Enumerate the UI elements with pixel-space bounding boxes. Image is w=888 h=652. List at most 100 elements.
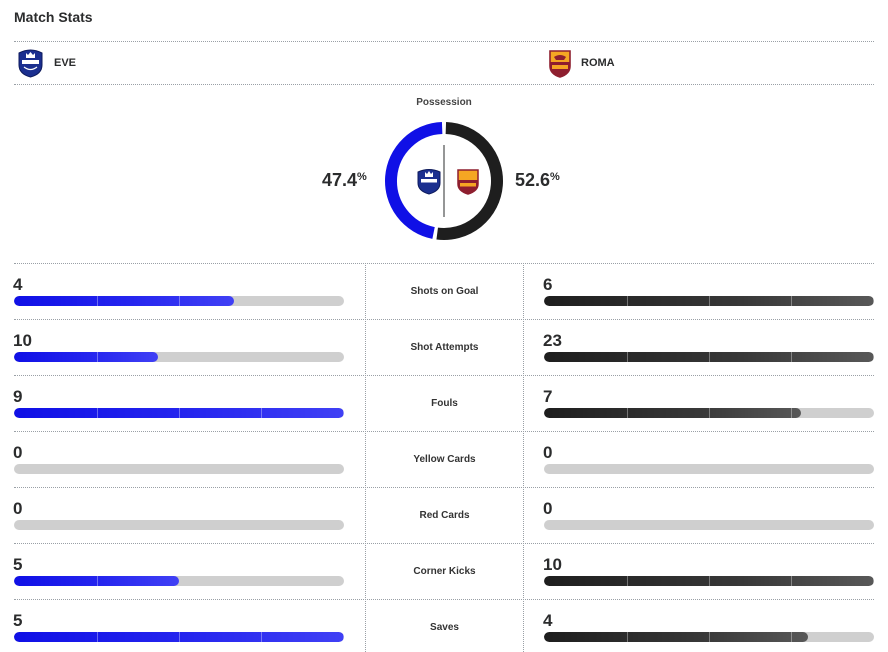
home-stat-bar bbox=[14, 352, 344, 362]
home-possession-value: 47.4% bbox=[322, 170, 367, 190]
away-stat-bar-fill bbox=[544, 632, 808, 642]
bar-segment bbox=[709, 408, 710, 418]
home-team-header[interactable]: EVE bbox=[16, 48, 76, 78]
home-stat-bar bbox=[14, 464, 344, 474]
divider bbox=[14, 84, 874, 85]
home-stat-value: 5 bbox=[13, 611, 23, 630]
home-stat-value: 0 bbox=[13, 443, 23, 462]
divider bbox=[14, 487, 874, 488]
bar-segment bbox=[179, 296, 180, 306]
away-stat-value: 4 bbox=[543, 611, 553, 630]
possession-donut-chart bbox=[385, 122, 503, 240]
away-stat-bar-fill bbox=[544, 408, 801, 418]
bar-segment bbox=[261, 408, 262, 418]
home-stat-bar bbox=[14, 408, 344, 418]
divider bbox=[14, 599, 874, 600]
divider bbox=[14, 431, 874, 432]
bar-segment bbox=[791, 408, 792, 418]
bar-segment bbox=[791, 296, 792, 306]
away-stat-bar bbox=[544, 464, 874, 474]
away-stat-bar bbox=[544, 408, 874, 418]
home-stat-bar bbox=[14, 576, 344, 586]
bar-segment bbox=[709, 352, 710, 362]
away-stat-bar bbox=[544, 352, 874, 362]
possession-label: Possession bbox=[416, 97, 472, 108]
away-stat-value: 0 bbox=[543, 443, 553, 462]
home-stat-bar-fill bbox=[14, 632, 344, 642]
bar-segment bbox=[709, 576, 710, 586]
home-stat-bar bbox=[14, 520, 344, 530]
away-stat-value: 7 bbox=[543, 387, 553, 406]
bar-segment bbox=[709, 632, 710, 642]
divider bbox=[14, 319, 874, 320]
bar-segment bbox=[97, 408, 98, 418]
bar-segment bbox=[627, 352, 628, 362]
bar-segment bbox=[627, 576, 628, 586]
bar-segment bbox=[627, 408, 628, 418]
bar-segment bbox=[179, 632, 180, 642]
away-stat-bar bbox=[544, 296, 874, 306]
stat-label: Yellow Cards bbox=[413, 454, 476, 465]
away-stat-value: 10 bbox=[543, 555, 562, 574]
home-stat-value: 4 bbox=[13, 275, 23, 294]
away-team-header[interactable]: ROMA bbox=[548, 48, 615, 78]
roma-crest-icon bbox=[457, 169, 479, 195]
stat-label: Corner Kicks bbox=[413, 566, 476, 577]
divider bbox=[14, 41, 874, 42]
home-stat-bar-fill bbox=[14, 576, 179, 586]
bar-segment bbox=[791, 352, 792, 362]
bar-segment bbox=[791, 632, 792, 642]
bar-segment bbox=[709, 296, 710, 306]
bar-segment bbox=[791, 576, 792, 586]
away-stat-value: 0 bbox=[543, 499, 553, 518]
away-stat-bar-fill bbox=[544, 576, 874, 586]
everton-crest-icon bbox=[417, 169, 441, 195]
away-stat-bar bbox=[544, 520, 874, 530]
home-stat-bar-fill bbox=[14, 352, 158, 362]
away-team-abbr: ROMA bbox=[581, 57, 615, 69]
home-stat-value: 10 bbox=[13, 331, 32, 350]
home-team-abbr: EVE bbox=[54, 57, 77, 69]
bar-segment bbox=[873, 576, 874, 586]
away-possession-value: 52.6% bbox=[515, 170, 560, 190]
home-stat-value: 5 bbox=[13, 555, 23, 574]
away-stat-value: 23 bbox=[543, 331, 562, 350]
home-stat-bar-fill bbox=[14, 296, 234, 306]
home-stat-value: 0 bbox=[13, 499, 23, 518]
bar-segment bbox=[873, 352, 874, 362]
stat-label: Shot Attempts bbox=[410, 342, 479, 353]
away-stat-bar bbox=[544, 576, 874, 586]
bar-segment bbox=[179, 408, 180, 418]
home-stat-bar bbox=[14, 632, 344, 642]
away-stat-bar-fill bbox=[544, 296, 874, 306]
bar-segment bbox=[627, 632, 628, 642]
divider bbox=[14, 263, 874, 264]
away-stat-bar-fill bbox=[544, 352, 874, 362]
bar-segment bbox=[873, 296, 874, 306]
column-divider bbox=[523, 263, 524, 652]
stat-label: Saves bbox=[430, 622, 459, 633]
divider bbox=[14, 375, 874, 376]
away-stat-bar bbox=[544, 632, 874, 642]
stat-label: Shots on Goal bbox=[410, 286, 479, 297]
bar-segment bbox=[97, 632, 98, 642]
home-stat-bar bbox=[14, 296, 344, 306]
bar-segment bbox=[97, 576, 98, 586]
home-stat-bar-fill bbox=[14, 408, 344, 418]
roma-crest-icon bbox=[549, 50, 571, 78]
column-divider bbox=[365, 263, 366, 652]
home-possession-arc bbox=[385, 122, 443, 239]
bar-segment bbox=[261, 632, 262, 642]
away-possession-arc bbox=[436, 122, 503, 240]
bar-segment bbox=[343, 408, 344, 418]
bar-segment bbox=[343, 632, 344, 642]
everton-crest-icon bbox=[18, 49, 43, 78]
page-title: Match Stats bbox=[14, 9, 93, 25]
divider bbox=[14, 543, 874, 544]
stat-label: Red Cards bbox=[419, 510, 470, 521]
bar-segment bbox=[97, 352, 98, 362]
home-stat-value: 9 bbox=[13, 387, 23, 406]
away-stat-value: 6 bbox=[543, 275, 553, 294]
stat-label: Fouls bbox=[431, 398, 458, 409]
bar-segment bbox=[97, 296, 98, 306]
